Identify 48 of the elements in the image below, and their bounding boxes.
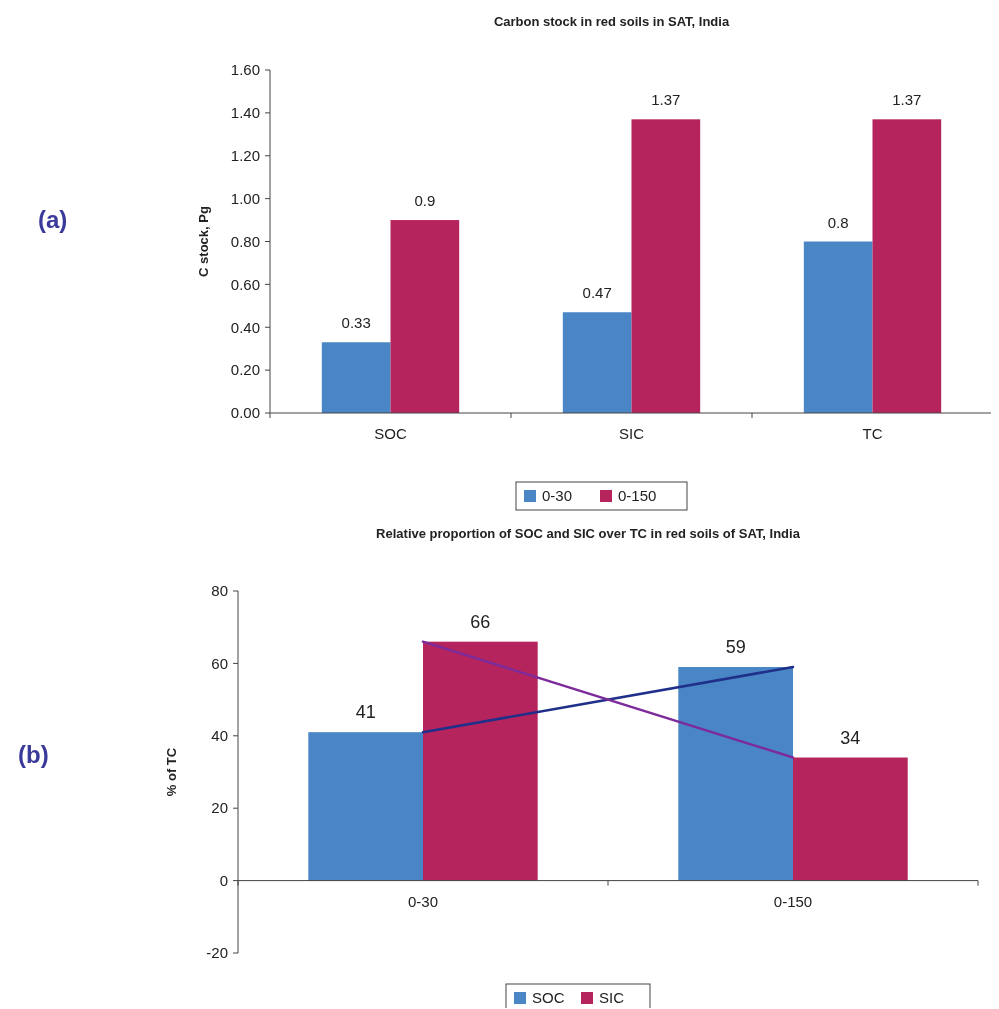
y-tick-label: 20 — [211, 799, 228, 817]
bar — [678, 667, 793, 881]
chart-title: Relative proportion of SOC and SIC over TC in red soils of SAT, India — [376, 526, 801, 541]
y-tick-label: 1.40 — [230, 104, 260, 122]
text: (b) — [18, 741, 49, 768]
legend-label: 0-30 — [542, 487, 573, 505]
y-tick-label: 1.20 — [230, 147, 260, 164]
x-tick-label: SIC — [618, 425, 645, 442]
y-tick-label: 1.00 — [230, 189, 260, 207]
chart-title: Carbon stock in red soils in SAT, India — [493, 14, 730, 29]
y-tick-label: 80 — [211, 582, 228, 600]
y-tick-label: 0.80 — [230, 232, 260, 250]
bar — [562, 312, 632, 413]
bar — [321, 342, 391, 413]
legend-label: 0-150 — [618, 487, 657, 505]
data-label: 66 — [470, 611, 491, 632]
bar — [423, 641, 538, 881]
y-tick-label: 0.00 — [230, 404, 260, 422]
data-label: 0.33 — [341, 314, 371, 332]
data-label: 34 — [840, 727, 861, 748]
y-tick-label: 0 — [219, 871, 228, 889]
bar — [390, 220, 460, 413]
data-label: 1.37 — [651, 91, 681, 109]
y-tick-label: 0.60 — [230, 275, 260, 293]
legend-label: SIC — [599, 989, 625, 1007]
data-label: 59 — [725, 637, 746, 658]
y-tick-label: 0.20 — [230, 361, 260, 379]
data-label: 0.8 — [827, 213, 849, 231]
y-axis-title: C stock, Pg — [196, 206, 211, 277]
bar — [872, 119, 942, 413]
y-tick-label: 60 — [211, 654, 228, 672]
data-label: 41 — [355, 702, 376, 723]
legend-label: SOC — [532, 989, 565, 1007]
text: (a) — [38, 206, 68, 233]
data-label: 0.9 — [414, 192, 436, 210]
y-tick-label: -20 — [206, 944, 228, 962]
x-tick-label: SOC — [374, 425, 407, 442]
bar — [793, 757, 908, 881]
x-tick-label: TC — [862, 425, 883, 442]
y-tick-label: 0.40 — [230, 318, 260, 336]
bar — [803, 241, 873, 413]
y-tick-label: 40 — [211, 727, 228, 745]
data-label: 0.47 — [582, 284, 612, 302]
data-label: 1.37 — [892, 91, 922, 109]
y-axis-title: % of TC — [164, 747, 179, 797]
y-tick-label: 1.60 — [230, 61, 260, 79]
bar — [631, 119, 701, 413]
bar — [308, 732, 423, 881]
